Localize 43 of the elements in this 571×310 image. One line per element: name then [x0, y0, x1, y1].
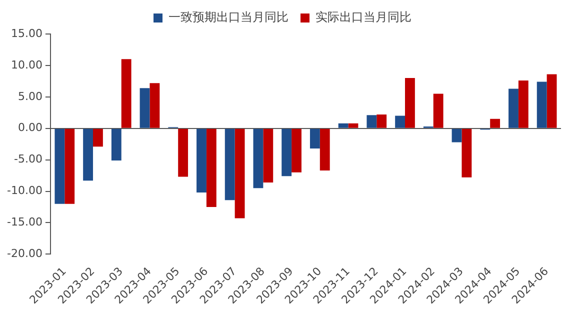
bar: [536, 82, 547, 128]
bar: [263, 128, 274, 182]
bar: [150, 83, 160, 128]
bar: [348, 123, 358, 128]
bar: [224, 128, 235, 200]
y-tick-label: -10.00: [6, 184, 42, 198]
y-tick-label: 0.00: [18, 121, 42, 134]
bar: [178, 128, 188, 177]
bar: [376, 114, 387, 128]
bar: [452, 128, 462, 142]
bar: [196, 128, 206, 193]
y-tick-label: -5.00: [14, 152, 42, 166]
bar: [518, 80, 528, 128]
bar: [111, 128, 122, 160]
bar: [366, 115, 377, 128]
bar: [338, 123, 348, 128]
bar: [206, 128, 216, 207]
bar: [282, 128, 292, 176]
bar: [121, 59, 132, 128]
bar: [83, 128, 94, 181]
bar: [64, 128, 75, 204]
bar: [546, 74, 557, 128]
bar: [253, 128, 264, 188]
bar: [490, 118, 500, 128]
legend-label: 实际出口当月同比: [316, 10, 412, 24]
y-tick-label: 15.00: [10, 26, 42, 40]
bar: [140, 88, 150, 128]
bar: [395, 116, 405, 128]
y-tick-label: -20.00: [6, 247, 42, 260]
y-tick-label: 10.00: [10, 58, 42, 72]
legend-label: 一致预期出口当月同比: [168, 10, 288, 24]
bar: [93, 128, 103, 147]
bar: [292, 128, 302, 172]
bar: [310, 128, 320, 148]
bar: [508, 88, 518, 128]
bar: [405, 78, 415, 128]
bar: [462, 128, 472, 178]
bar: [320, 128, 330, 171]
y-tick-label: 5.00: [18, 90, 42, 103]
bar: [433, 94, 444, 128]
y-tick-label: -15.00: [6, 216, 42, 229]
bar: [234, 128, 245, 218]
bar: [54, 128, 65, 204]
